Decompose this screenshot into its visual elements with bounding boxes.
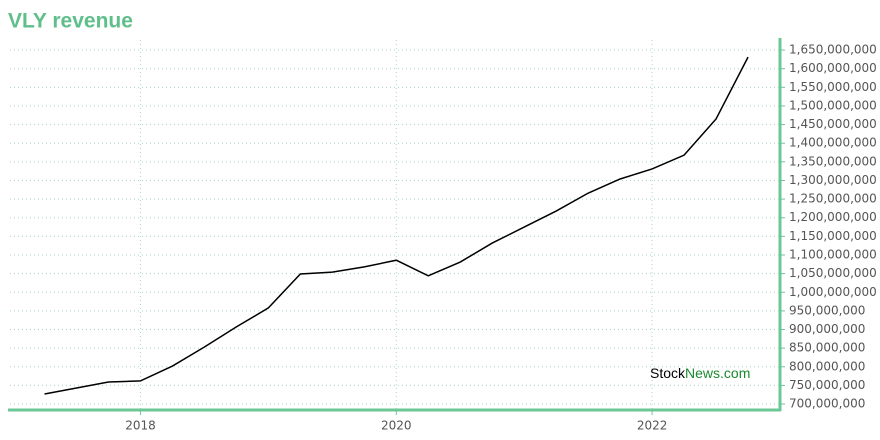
plot bbox=[44, 56, 749, 395]
chart-title: VLY revenue bbox=[8, 10, 133, 33]
y-tick-label: 1,000,000,000 bbox=[789, 285, 877, 299]
line bbox=[44, 56, 749, 395]
y-tick-label: 1,100,000,000 bbox=[789, 247, 877, 261]
watermark-stock: Stock bbox=[650, 365, 686, 381]
y-tick-label: 1,200,000,000 bbox=[789, 210, 877, 224]
y-tick-label: 900,000,000 bbox=[789, 322, 865, 336]
y-tick-label: 1,050,000,000 bbox=[789, 266, 877, 280]
y-tick-label: 1,250,000,000 bbox=[789, 192, 877, 206]
y-tick-label: 1,150,000,000 bbox=[789, 229, 877, 243]
y-tick-label: 1,400,000,000 bbox=[789, 136, 877, 150]
y-tick-label: 1,300,000,000 bbox=[789, 173, 877, 187]
y-tick-label: 850,000,000 bbox=[789, 341, 865, 355]
x-tick-label: 2018 bbox=[125, 419, 156, 433]
y-tick-label: 800,000,000 bbox=[789, 359, 865, 373]
watermark-news: News.com bbox=[685, 365, 750, 381]
x-tick-label: 2022 bbox=[637, 419, 668, 433]
y-tick-label: 1,600,000,000 bbox=[789, 61, 877, 75]
y-tick-label: 1,350,000,000 bbox=[789, 154, 877, 168]
y-tick-label: 1,450,000,000 bbox=[789, 117, 877, 131]
y-tick-label: 1,650,000,000 bbox=[789, 43, 877, 57]
y-tick-label: 1,500,000,000 bbox=[789, 98, 877, 112]
y-tick-label: 700,000,000 bbox=[789, 397, 865, 411]
grid bbox=[10, 40, 780, 410]
y-tick-label: 750,000,000 bbox=[789, 378, 865, 392]
x-tick-label: 2020 bbox=[381, 419, 412, 433]
watermark: StockNews.com bbox=[650, 365, 750, 381]
y-tick-label: 1,550,000,000 bbox=[789, 80, 877, 94]
y-tick-label: 950,000,000 bbox=[789, 303, 865, 317]
